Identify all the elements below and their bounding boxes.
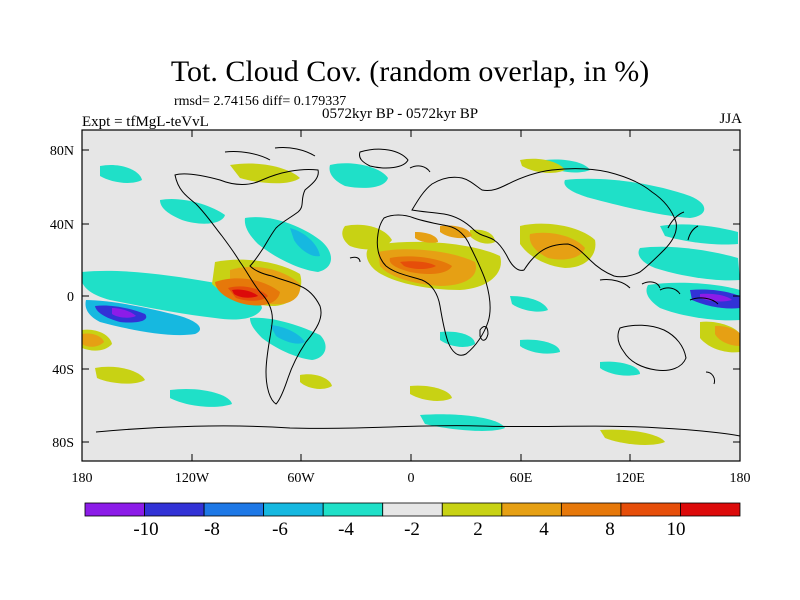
y-tick-label: 0 [67,290,74,305]
colorbar-label: -6 [272,519,288,540]
x-axis-labels: 180 120W 60W 0 60E 120E 180 [72,471,751,486]
colorbar-swatch [263,502,324,517]
colorbar [84,502,741,517]
experiment-label: Expt = tfMgL-teVvL [82,114,209,130]
colorbar-swatch [382,502,443,517]
coastlines [95,147,740,437]
map-panel [81,129,741,462]
y-tick-label: 80S [52,436,74,451]
colorbar-swatch [203,502,265,517]
y-tick-label: 40S [52,363,74,378]
x-tick-label: 120W [175,471,210,486]
x-tick-label: 0 [408,471,415,486]
axis-ticks [81,130,741,461]
y-tick-label: 80N [50,144,74,159]
x-tick-label: 180 [72,471,93,486]
colorbar-label: -10 [133,519,158,540]
colorbar-labels: -10 -8 -6 -4 -2 2 4 8 10 [133,519,685,540]
colorbar-swatch [144,502,205,517]
x-tick-label: 60W [287,471,315,486]
x-tick-label: 60E [510,471,533,486]
colorbar-swatch [560,502,622,517]
colorbar-label: 8 [605,519,615,540]
colorbar-swatch [620,502,681,517]
colorbar-label: -8 [204,519,220,540]
y-axis-labels: 80N 40N 0 40S 80S [50,144,74,451]
colorbar-label: -2 [404,519,420,540]
colorbar-swatch [501,502,562,517]
season-label: JJA [719,111,742,127]
colorbar-label: -4 [338,519,354,540]
x-tick-label: 120E [615,471,645,486]
map-title: Tot. Cloud Cov. (random overlap, in %) [170,55,650,88]
colorbar-label: 4 [539,519,549,540]
anomaly-field [82,158,740,445]
colorbar-swatch [441,502,503,517]
colorbar-label: 2 [473,519,483,540]
stats-text: rmsd= 2.74156 diff= 0.179337 [174,94,347,109]
colorbar-label: 10 [667,519,686,540]
colorbar-swatch [322,502,384,517]
colorbar-swatch [680,502,741,517]
x-tick-label: 180 [730,471,751,486]
colorbar-swatch [84,502,145,517]
y-tick-label: 40N [50,218,74,233]
period-label: 0572kyr BP - 0572kyr BP [322,106,479,122]
